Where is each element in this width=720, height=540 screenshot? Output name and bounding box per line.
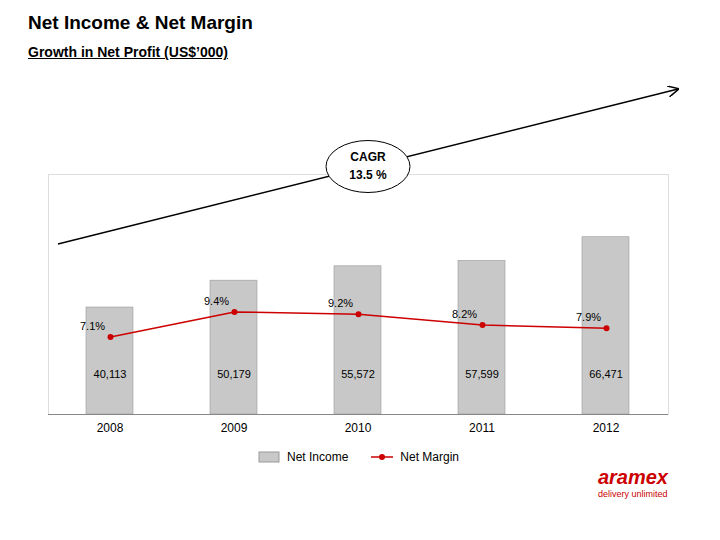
svg-text:57,599: 57,599 — [465, 368, 499, 380]
html-text:Net Income & Net Margin: Net Income & Net Margin — [28, 12, 253, 33]
html-text:Net Income: Net Income — [287, 450, 349, 464]
svg-text:40,113: 40,113 — [94, 368, 127, 380]
svg-text:2012: 2012 — [593, 421, 620, 435]
svg-text:2011: 2011 — [469, 421, 495, 435]
svg-text:50,179: 50,179 — [217, 368, 251, 380]
svg-text:9.2%: 9.2% — [328, 297, 353, 309]
svg-text:9.4%: 9.4% — [204, 295, 229, 307]
svg-text:55,572: 55,572 — [341, 368, 375, 380]
svg-text:7.1%: 7.1% — [80, 320, 105, 332]
html-text:Net Margin: Net Margin — [400, 450, 459, 464]
svg-text:66,471: 66,471 — [589, 368, 623, 380]
svg-text:8.2%: 8.2% — [452, 308, 477, 320]
svg-text:2010: 2010 — [345, 421, 372, 435]
svg-text:CAGR: CAGR — [350, 150, 386, 164]
html-text:delivery unlimited: delivery unlimited — [597, 489, 668, 499]
html-text:aramex: aramex — [597, 466, 668, 488]
svg-text:2009: 2009 — [221, 421, 248, 435]
html-text:Growth in Net Profit (US$’000): Growth in Net Profit (US$’000) — [28, 44, 228, 60]
svg-text:2008: 2008 — [97, 421, 124, 435]
svg-text:13.5 %: 13.5 % — [349, 168, 387, 182]
svg-text:7.9%: 7.9% — [576, 311, 601, 323]
